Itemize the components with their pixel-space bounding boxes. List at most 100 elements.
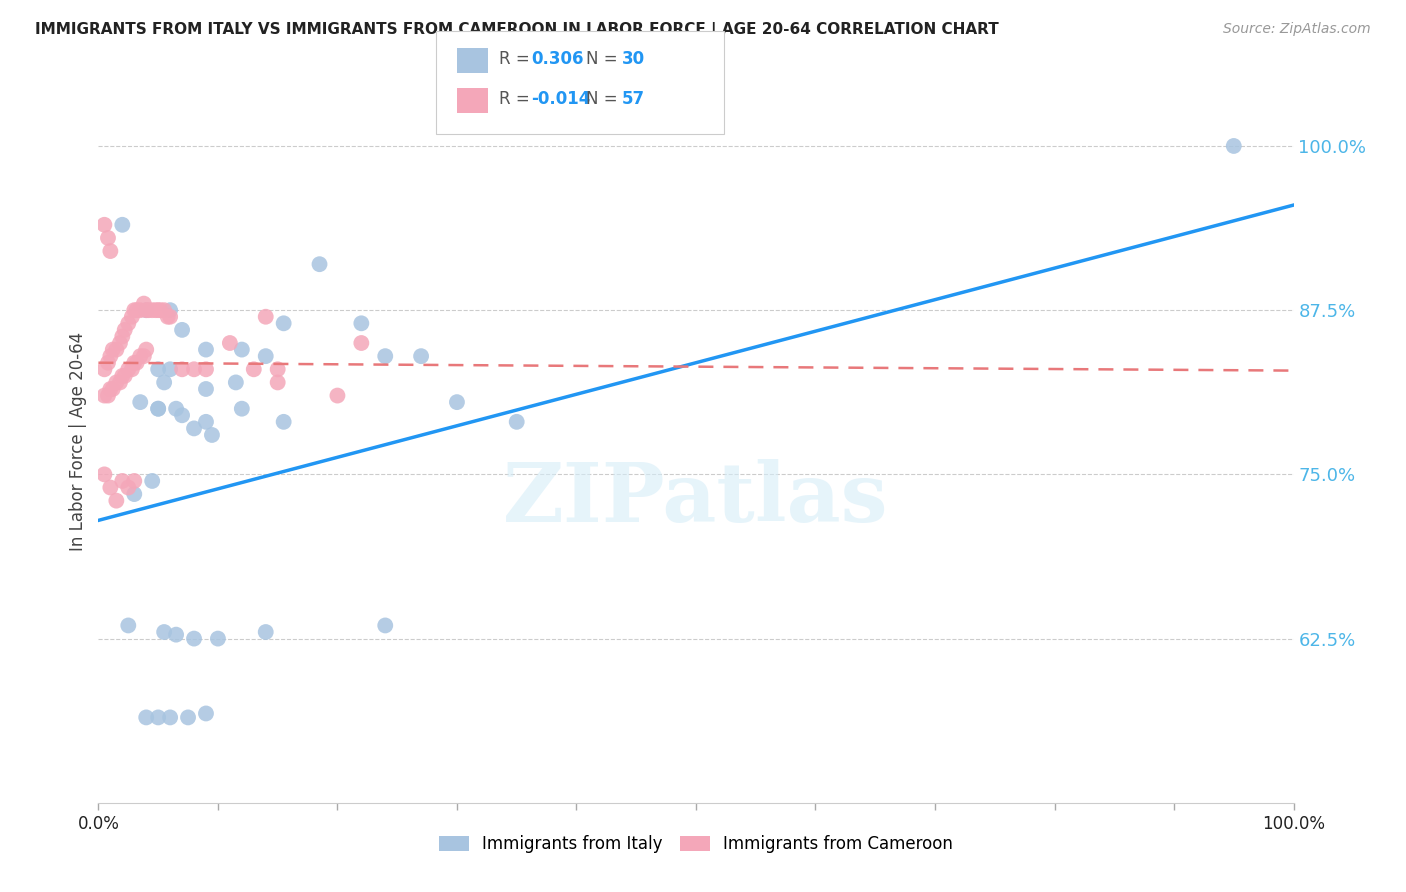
Text: 0.306: 0.306 [531, 50, 583, 68]
Text: 57: 57 [621, 90, 644, 108]
Point [111, 329, 134, 343]
Point [183, 362, 205, 376]
Point [273, 415, 295, 429]
Point [149, 303, 172, 318]
Point [172, 409, 194, 423]
Point [98, 244, 122, 258]
Text: N =: N = [586, 90, 623, 108]
Point [108, 336, 131, 351]
Point [93, 388, 115, 402]
Point [117, 316, 139, 330]
Text: N =: N = [586, 50, 623, 68]
Point [124, 303, 146, 318]
Point [374, 349, 396, 363]
Point [135, 303, 157, 318]
Point [254, 625, 277, 640]
Point [108, 376, 131, 390]
Point [254, 310, 277, 324]
Text: IMMIGRANTS FROM ITALY VS IMMIGRANTS FROM CAMEROON IN LABOR FORCE | AGE 20-64 COR: IMMIGRANTS FROM ITALY VS IMMIGRANTS FROM… [35, 22, 998, 38]
Point [148, 362, 170, 376]
Y-axis label: In Labor Force | Age 20-64: In Labor Force | Age 20-64 [69, 332, 87, 551]
Point [195, 382, 218, 396]
Point [165, 627, 187, 641]
Point [153, 376, 176, 390]
Point [114, 323, 136, 337]
Legend: Immigrants from Italy, Immigrants from Cameroon: Immigrants from Italy, Immigrants from C… [433, 828, 959, 860]
Text: ZIPatlas: ZIPatlas [503, 459, 889, 540]
Point [183, 421, 205, 435]
Point [97, 231, 120, 245]
Point [350, 336, 373, 351]
Point [124, 487, 146, 501]
Point [326, 388, 349, 402]
Point [114, 368, 136, 383]
Text: R =: R = [499, 90, 536, 108]
Text: R =: R = [499, 50, 536, 68]
Point [267, 362, 290, 376]
Point [124, 356, 146, 370]
Point [231, 401, 253, 416]
Point [231, 343, 253, 357]
Point [129, 349, 152, 363]
Point [97, 388, 120, 402]
Point [111, 474, 134, 488]
Point [124, 474, 146, 488]
Point [153, 625, 176, 640]
Point [411, 349, 433, 363]
Point [93, 218, 115, 232]
Point [135, 303, 157, 318]
Point [195, 343, 218, 357]
Point [129, 395, 152, 409]
Point [121, 362, 143, 376]
Point [148, 401, 170, 416]
Point [105, 493, 128, 508]
Point [201, 428, 224, 442]
Point [145, 303, 167, 318]
Point [172, 323, 194, 337]
Point [195, 362, 218, 376]
Point [135, 710, 157, 724]
Point [225, 376, 247, 390]
Point [148, 303, 170, 318]
Point [159, 710, 181, 724]
Point [177, 710, 200, 724]
Point [121, 310, 143, 324]
Point [125, 356, 148, 370]
Point [165, 401, 187, 416]
Point [273, 316, 295, 330]
Point [156, 310, 179, 324]
Point [446, 395, 468, 409]
Point [98, 349, 122, 363]
Point [506, 415, 529, 429]
Point [148, 401, 170, 416]
Point [105, 376, 128, 390]
Point [93, 362, 115, 376]
Point [159, 303, 181, 318]
Point [117, 481, 139, 495]
Point [350, 316, 373, 330]
Point [195, 415, 218, 429]
Point [101, 343, 124, 357]
Point [254, 349, 277, 363]
Point [105, 343, 128, 357]
Text: 30: 30 [621, 50, 644, 68]
Point [97, 356, 120, 370]
Point [101, 382, 124, 396]
Point [243, 362, 266, 376]
Point [374, 618, 396, 632]
Point [308, 257, 330, 271]
Point [111, 368, 134, 383]
Point [132, 349, 155, 363]
Point [159, 362, 181, 376]
Point [111, 218, 134, 232]
Point [132, 296, 155, 310]
Point [93, 467, 115, 482]
Text: Source: ZipAtlas.com: Source: ZipAtlas.com [1223, 22, 1371, 37]
Point [135, 343, 157, 357]
Point [267, 376, 290, 390]
Point [172, 362, 194, 376]
Text: -0.014: -0.014 [531, 90, 591, 108]
Point [1223, 139, 1246, 153]
Point [141, 474, 163, 488]
Point [141, 303, 163, 318]
